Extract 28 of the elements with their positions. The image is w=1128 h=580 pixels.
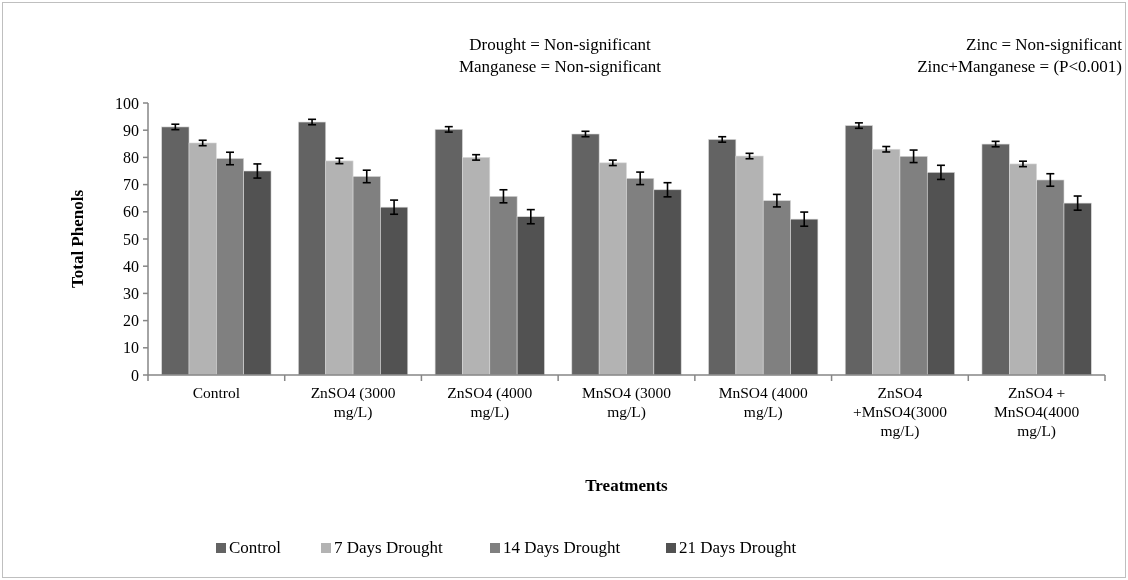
x-tick-label: ZnSO4 (4000 mg/L) xyxy=(447,384,533,421)
y-tick-label: 10 xyxy=(123,339,139,357)
legend-label: 14 Days Drought xyxy=(503,538,621,557)
x-tick-label: ZnSO4 +MnSO4(3000 mg/L) xyxy=(852,384,948,440)
legend-label: 21 Days Drought xyxy=(679,538,797,557)
legend-label: Control xyxy=(229,538,282,557)
y-tick-label: 20 xyxy=(123,312,139,330)
text: Manganese = Non-significant xyxy=(458,57,662,76)
x-tick-label: MnSO4 (3000 mg/L) xyxy=(581,384,672,421)
y-tick-label: 30 xyxy=(123,285,139,302)
legend-label: 7 Days Drought xyxy=(334,538,443,557)
y-tick-label: 40 xyxy=(123,257,139,275)
y-tick-label: 70 xyxy=(123,176,139,194)
text: Zinc = Non-significant xyxy=(966,35,1123,54)
x-tick-label: MnSO4 (4000 mg/L) xyxy=(718,384,809,421)
y-tick-label: 90 xyxy=(123,121,139,139)
y-tick-label: 100 xyxy=(115,94,139,112)
x-tick-label: Control xyxy=(192,384,241,401)
text: Zinc+Manganese = (P<0.001) xyxy=(917,57,1122,76)
y-axis-title: Total Phenols xyxy=(68,189,87,289)
y-tick-label: 0 xyxy=(131,366,139,384)
x-axis-title: Treatments xyxy=(585,476,669,495)
y-tick-label: 50 xyxy=(123,230,139,248)
y-tick-label: 60 xyxy=(123,203,139,221)
text: Drought = Non-significant xyxy=(469,35,651,54)
x-tick-label: ZnSO4 (3000 mg/L) xyxy=(310,384,396,421)
y-tick-label: 80 xyxy=(123,149,139,166)
x-tick-label: ZnSO4 + MnSO4(4000 mg/L) xyxy=(994,384,1080,440)
